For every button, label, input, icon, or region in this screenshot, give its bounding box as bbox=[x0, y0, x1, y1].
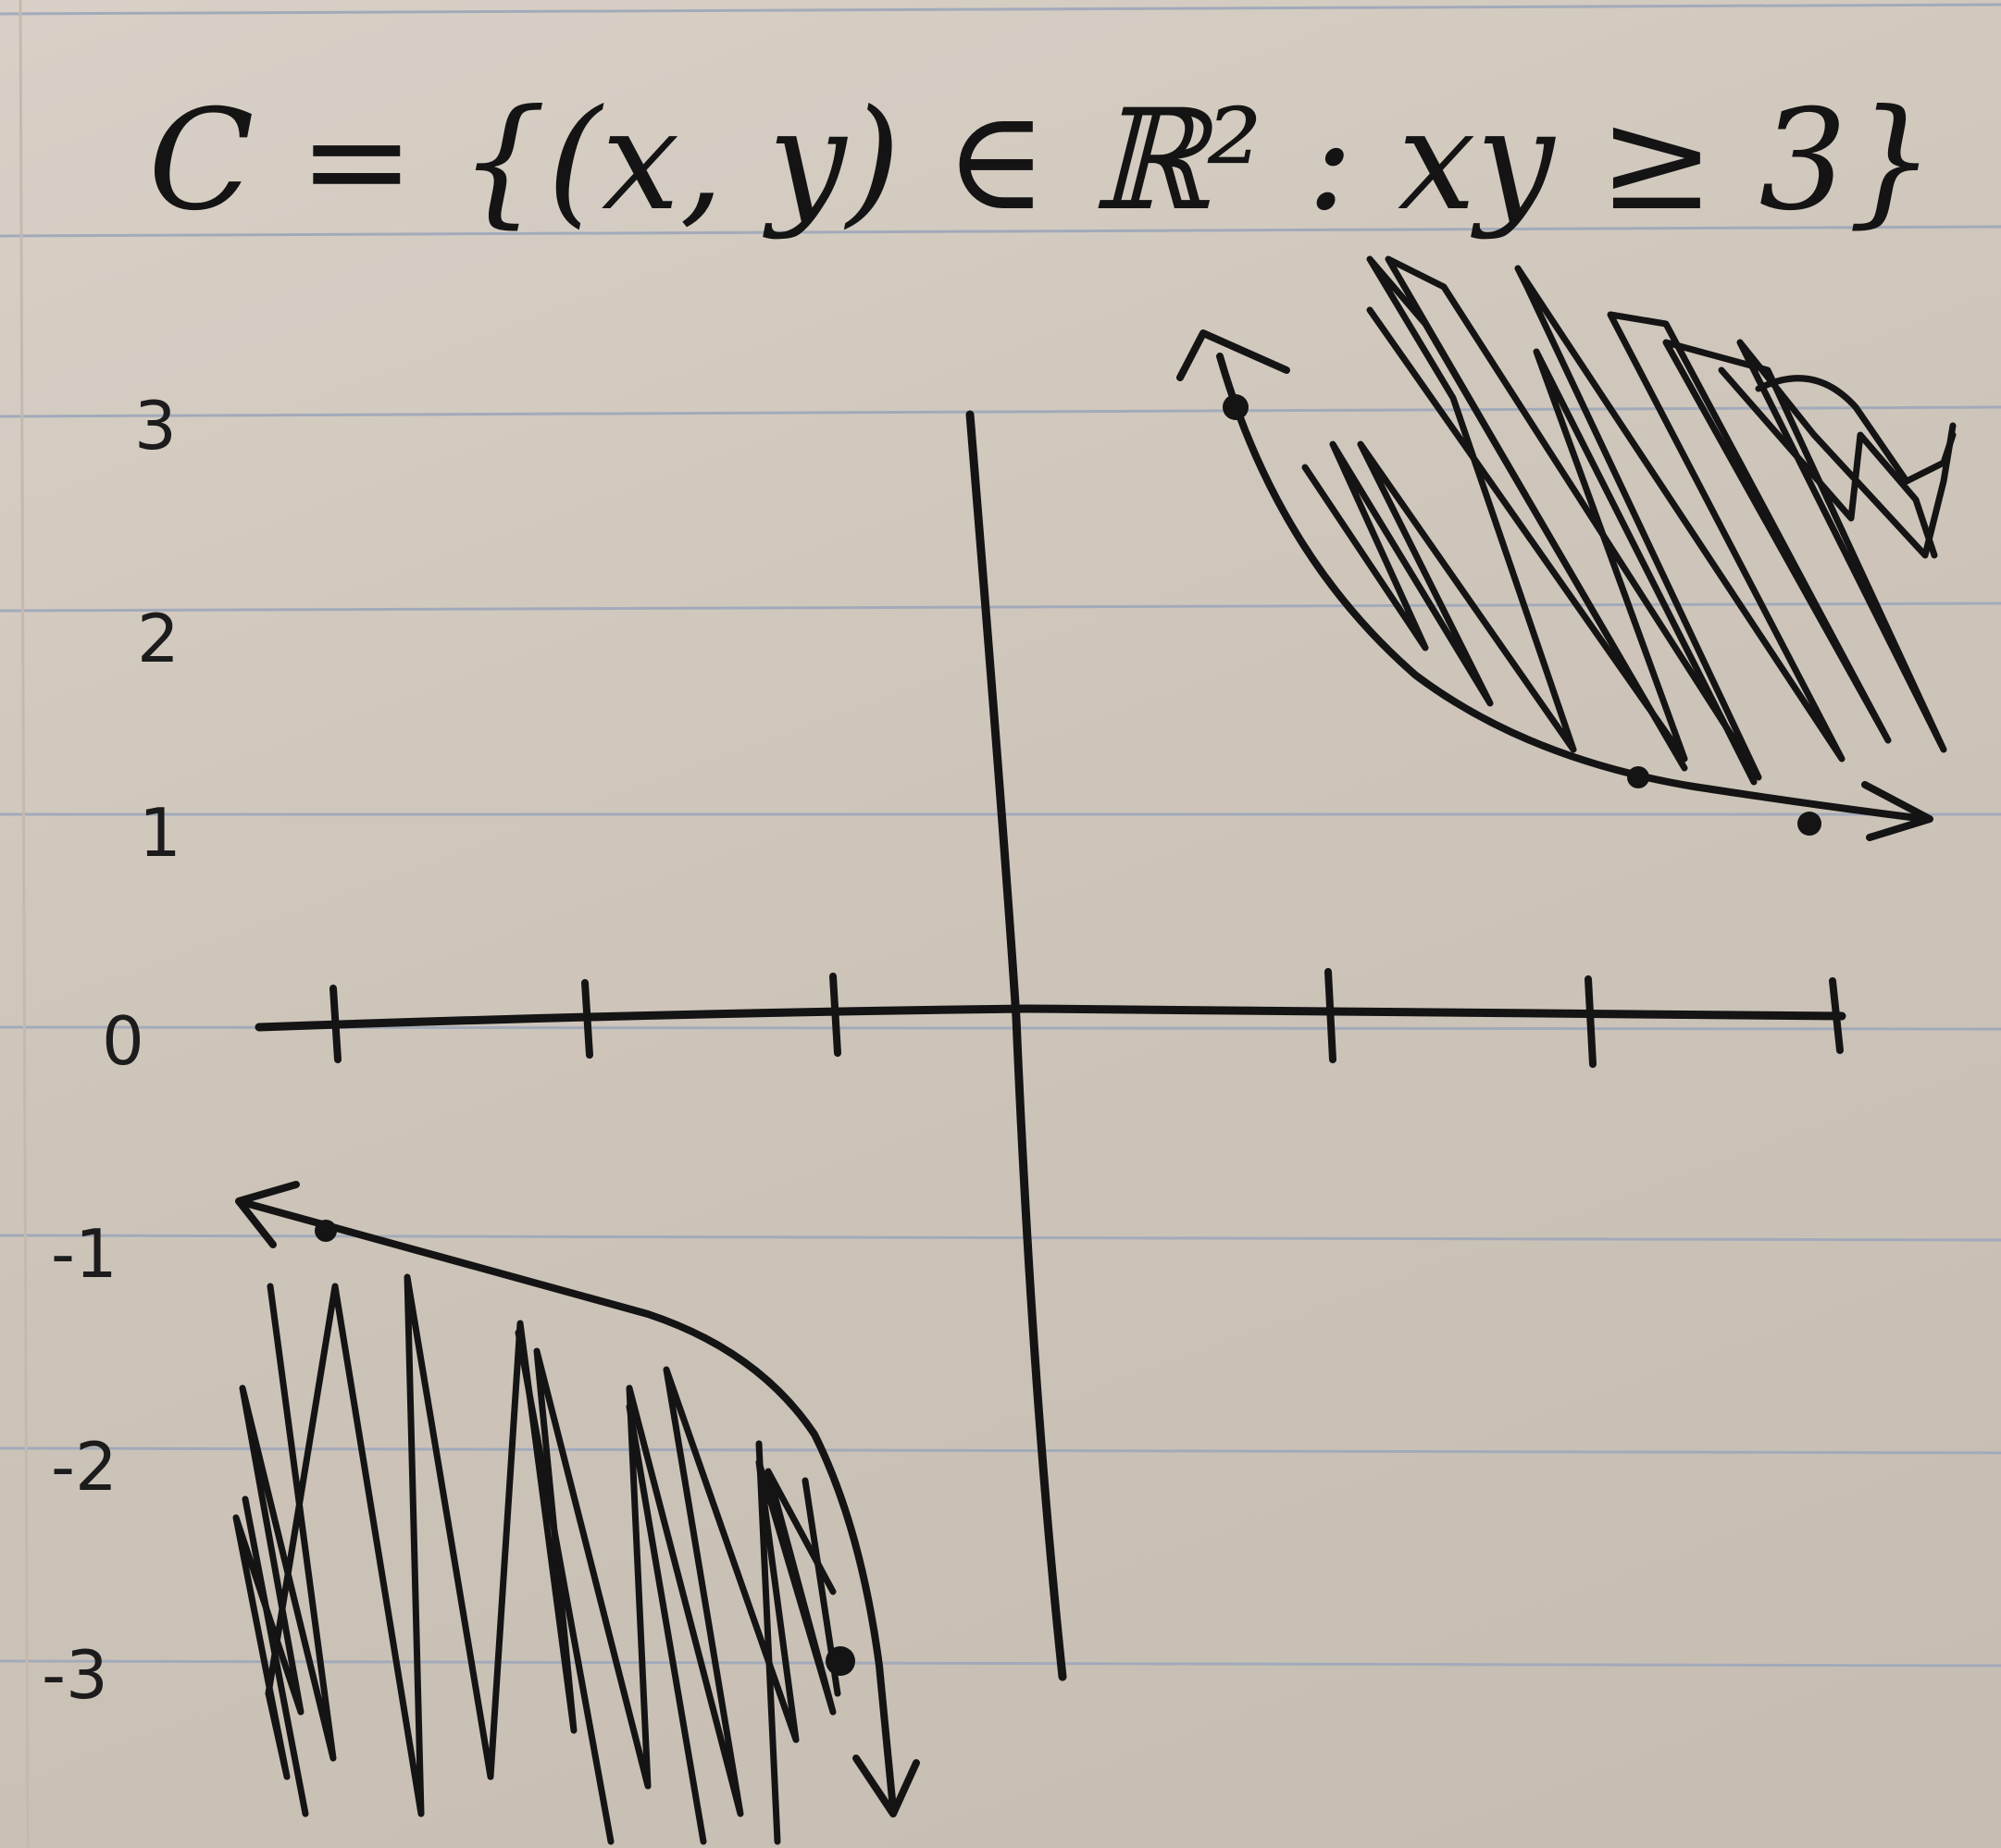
x-tick bbox=[1585, 975, 1597, 1068]
x-axis-ticks bbox=[329, 968, 1844, 1068]
x-tick bbox=[829, 973, 841, 1057]
arrowhead-up bbox=[1176, 329, 1290, 381]
y-tick-label-2: 2 bbox=[137, 600, 180, 677]
margin-line bbox=[19, 0, 30, 1848]
y-tick-label-neg1: -1 bbox=[51, 1215, 118, 1293]
shading-first-quadrant bbox=[1301, 255, 1957, 781]
x-tick bbox=[1324, 968, 1336, 1063]
curve-point bbox=[315, 1220, 337, 1242]
x-tick bbox=[1829, 977, 1844, 1054]
x-tick bbox=[581, 979, 593, 1059]
x-tick bbox=[329, 985, 342, 1063]
y-tick-label-3: 3 bbox=[134, 387, 177, 465]
shading-third-quadrant bbox=[232, 1273, 837, 1817]
y-tick-label-neg2: -2 bbox=[51, 1428, 118, 1506]
arrowhead-right bbox=[1861, 781, 1933, 841]
shading-third-quadrant-outer bbox=[242, 1329, 841, 1845]
y-tick-label-0: 0 bbox=[102, 1002, 144, 1080]
arrowhead-down bbox=[852, 1755, 920, 1817]
y-axis bbox=[965, 410, 1067, 1681]
y-tick-label-1: 1 bbox=[139, 794, 181, 872]
hyperbola-third-quadrant bbox=[242, 1199, 897, 1813]
arrowhead-left bbox=[235, 1181, 300, 1248]
curve-point bbox=[1627, 766, 1649, 788]
shading-first-quadrant-outer bbox=[1366, 306, 1957, 786]
curve-point bbox=[1223, 394, 1249, 420]
y-tick-labels: 3 2 1 0 -1 -2 -3 bbox=[42, 387, 181, 1714]
curve-point bbox=[1797, 812, 1821, 836]
marked-points-first-quadrant bbox=[1223, 394, 1821, 836]
y-tick-label-neg3: -3 bbox=[42, 1636, 108, 1714]
x-axis bbox=[255, 1004, 1846, 1032]
hyperbola-first-quadrant bbox=[1216, 353, 1929, 823]
set-definition-title: C = {(x, y) ∈ ℝ² : xy ≥ 3} bbox=[148, 81, 1935, 242]
